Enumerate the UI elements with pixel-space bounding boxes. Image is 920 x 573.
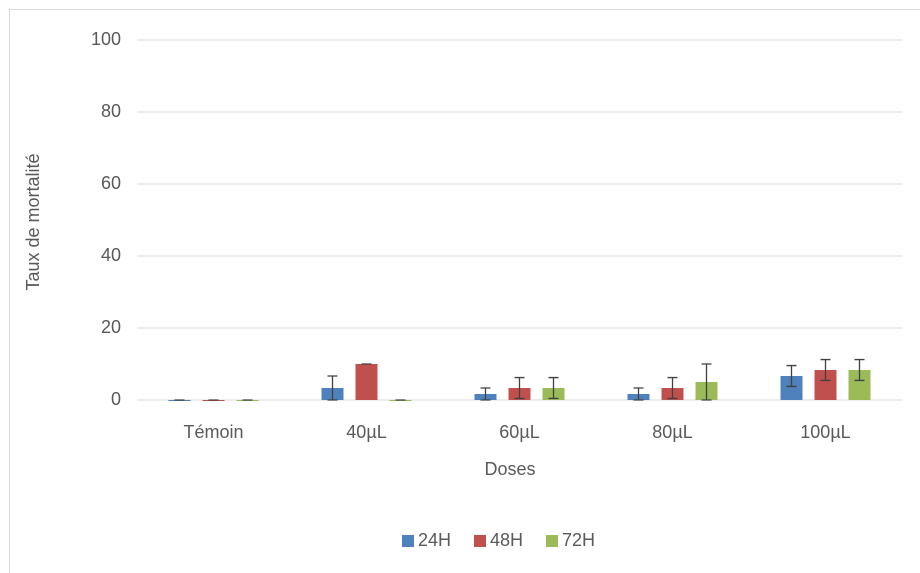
error-bar [633,387,644,401]
legend-swatch [546,535,558,547]
x-tick-label: 60µL [499,422,539,442]
y-tick-label: 100 [91,29,121,49]
legend-label: 72H [562,530,595,550]
y-tick-label: 80 [101,101,121,121]
y-tick-label: 40 [101,245,121,265]
error-bar [327,375,338,401]
error-bar [820,358,831,382]
error-bar [667,376,678,400]
bar [814,370,837,400]
y-tick-label: 20 [101,317,121,337]
legend-swatch [474,535,486,547]
y-tick-label: 0 [111,389,121,409]
error-bar [854,358,865,382]
legend-swatch [402,535,414,547]
bar [848,370,871,400]
y-axis-label: Taux de mortalité [23,153,43,290]
x-axis-label: Doses [484,459,535,479]
x-tick-label: 100µL [800,422,850,442]
bar [355,364,378,400]
error-bar [514,376,525,400]
error-bar [548,376,559,400]
error-bar [786,364,797,388]
legend-label: 24H [418,530,451,550]
error-bar [701,363,712,401]
x-tick-label: 80µL [652,422,692,442]
bar [780,375,803,400]
error-bar [480,387,491,401]
legend-label: 48H [490,530,523,550]
x-tick-label: Témoin [183,422,243,442]
x-tick-label: 40µL [346,422,386,442]
chart-frame [9,9,920,573]
y-tick-label: 60 [101,173,121,193]
